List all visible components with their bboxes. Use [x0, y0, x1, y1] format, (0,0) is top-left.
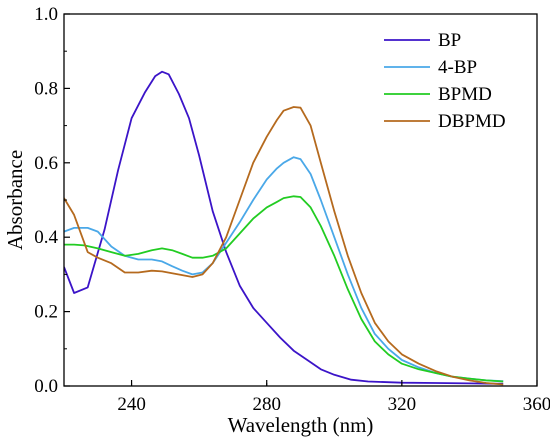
series-line-bp — [64, 70, 504, 385]
series-line-4-bp — [64, 156, 504, 383]
y-tick-label: 0.8 — [34, 78, 58, 99]
y-tick-label: 1.0 — [34, 4, 58, 25]
y-tick-label: 0.0 — [34, 376, 58, 397]
x-axis-title: Wavelength (nm) — [228, 413, 374, 437]
y-axis-title: Absorbance — [3, 150, 27, 250]
legend: BP 4-BP BPMD DBPMD — [384, 30, 506, 132]
y-tick-label: 0.4 — [34, 227, 58, 248]
series-layer — [64, 70, 504, 386]
series-line-bpmd — [64, 195, 504, 383]
x-tick-label: 280 — [252, 394, 281, 415]
x-tick-label: 320 — [388, 394, 417, 415]
y-tick-label: 0.2 — [34, 302, 58, 323]
legend-label-bpmd: BPMD — [438, 84, 492, 105]
x-tick-label: 240 — [117, 394, 146, 415]
legend-label-bp: BP — [438, 30, 461, 51]
ticks-layer: 240 280 320 360 0.0 0.2 0.4 0.6 0.8 1.0 — [34, 4, 550, 415]
legend-label-dbpmd: DBPMD — [438, 111, 506, 132]
x-tick-label: 360 — [523, 394, 550, 415]
series-line-dbpmd — [64, 106, 504, 386]
y-tick-label: 0.6 — [34, 153, 58, 174]
legend-label-4-bp: 4-BP — [438, 57, 477, 78]
